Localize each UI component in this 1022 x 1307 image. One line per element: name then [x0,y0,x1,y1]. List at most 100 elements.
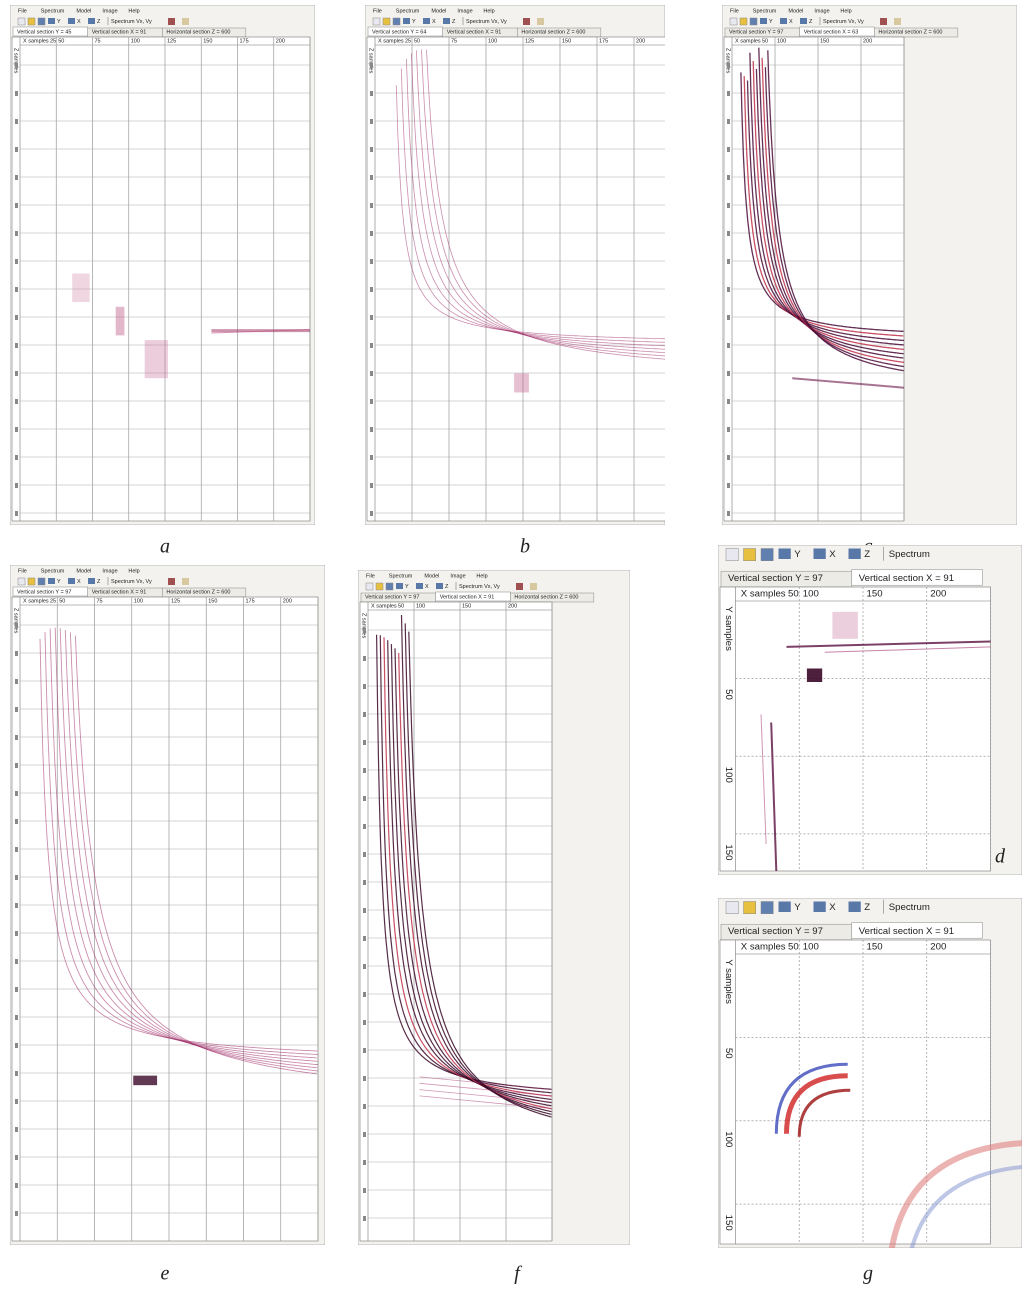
tab-label: Horizontal section Z = 600 [514,594,578,600]
y-tick-glyph [15,175,18,180]
y-tick-glyph [15,959,18,964]
y-tick-glyph [15,511,18,516]
toolbar-label: Y [57,19,61,25]
app-window: FileSpectrumModelImageHelpYXZSpectrum Vx… [358,570,630,1245]
toolbar-icon [396,583,403,589]
tab-label: Horizontal section Z = 600 [878,29,942,35]
x-tick-label: 150 [867,942,883,953]
y-tick-glyph [15,455,18,460]
y-tick-glyph [363,964,366,969]
toolbar-icon [800,18,807,24]
toolbar-icon [38,18,45,25]
y-tick-glyph [15,623,18,628]
y-tick-glyph [15,847,18,852]
toolbar-icon [376,583,383,590]
menu-item: Help [840,8,851,14]
y-tick-glyph [370,483,373,488]
y-tick-glyph [15,427,18,432]
x-tick-label: 50 [788,589,799,600]
y-tick-glyph [15,231,18,236]
y-tick-glyph [15,91,18,96]
toolbar-icon [849,902,861,913]
panel-label: a [160,536,170,558]
tab-label: Horizontal section Z = 600 [166,589,230,595]
x-tick-label: 75 [97,598,103,604]
tab-label: Vertical section X = 91 [859,926,954,937]
toolbar-icon [849,549,861,560]
y-tick-glyph [363,628,366,633]
energy-blob [807,669,822,683]
x-tick-label: 100 [131,38,140,44]
y-tick-glyph [727,455,730,460]
y-tick-glyph [727,343,730,348]
toolbar-icon [383,18,390,25]
toolbar-label: Y [412,19,416,25]
toolbar-icon [88,18,95,24]
y-tick-glyph [727,399,730,404]
toolbar-label: X [432,19,436,25]
y-tick-glyph [363,1020,366,1025]
x-tick-label: 100 [777,38,786,44]
y-tick-glyph [15,735,18,740]
tab-label: Vertical section Y = 97 [17,589,71,595]
x-tick-label: 125 [171,598,180,604]
toolbar-icon [779,549,791,560]
toolbar-icon [423,18,430,24]
toolbar-label: X [829,549,836,560]
y-tick-glyph [363,852,366,857]
y-tick-glyph [15,399,18,404]
y-tick-glyph [363,768,366,773]
x-tick-label: 75 [451,38,457,44]
toolbar-icon [894,18,901,25]
dropdown: Spectrum [889,549,930,560]
tab-label: Vertical section X = 63 [804,29,859,35]
x-axis-label: X samples [741,942,786,953]
toolbar-icon [814,902,826,913]
y-tick-glyph [370,147,373,152]
y-tick-glyph [15,287,18,292]
toolbar-icon [68,18,75,24]
x-tick-label: 25 [405,38,411,44]
x-tick-label: 50 [58,38,64,44]
y-tick-glyph [15,203,18,208]
y-axis-label: Z samples [725,48,731,74]
x-tick-label: 125 [525,38,534,44]
menu-item: Image [102,568,117,574]
menu-item: Image [102,8,117,14]
y-tick-glyph [15,483,18,488]
toolbar-icon [28,578,35,585]
y-tick-label: 150 [723,1215,734,1231]
x-tick-label: 150 [820,38,829,44]
y-tick-glyph [363,796,366,801]
x-tick-label: 150 [462,603,471,609]
x-tick-label: 150 [562,38,571,44]
y-tick-label: 50 [723,1048,734,1059]
dropdown: Spectrum Vx, Vy [459,584,500,590]
toolbar-icon [182,18,189,25]
menu-item: Model [76,8,91,14]
y-tick-glyph [370,427,373,432]
toolbar-icon [48,578,55,584]
y-tick-glyph [15,63,18,68]
y-tick-glyph [15,903,18,908]
toolbar-icon [779,902,791,913]
menu-item: Help [128,568,139,574]
x-tick-label: 200 [863,38,872,44]
y-tick-glyph [363,1216,366,1221]
y-tick-glyph [370,287,373,292]
menu-item: File [366,573,375,579]
menu-item: Model [76,568,91,574]
tab-label: Vertical section X = 91 [447,29,502,35]
toolbar-icon [750,18,757,25]
x-tick-label: 200 [930,589,946,600]
x-tick-label: 50 [762,38,768,44]
plot-bg [12,597,318,1241]
x-tick-label: 100 [803,589,819,600]
toolbar-icon [68,578,75,584]
y-tick-label: 100 [723,1131,734,1147]
toolbar-icon [761,902,773,914]
menu-item: Spectrum [41,568,65,574]
x-tick-label: 200 [508,603,517,609]
y-axis-label: Y samples [723,959,734,1004]
app-window: FileSpectrumModelImageHelpYXZSpectrum Vx… [722,5,1017,525]
